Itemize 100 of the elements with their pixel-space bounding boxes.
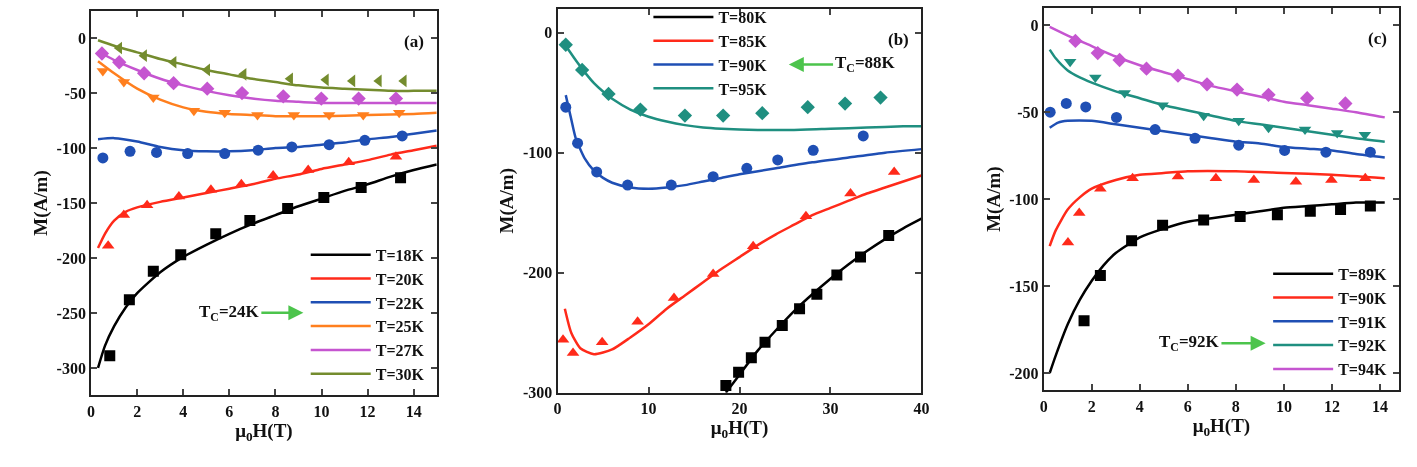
point: [574, 62, 590, 78]
point: [396, 130, 408, 142]
legend-label: T=20K: [375, 270, 425, 288]
line-series: [96, 144, 437, 250]
annotation: T$_{C}$=24K: [199, 302, 260, 324]
point: [1338, 96, 1353, 111]
point: [595, 336, 609, 346]
annotation: T$_{C}$=88K: [835, 53, 896, 75]
point: [342, 156, 356, 166]
x-tick-label: 14: [405, 402, 422, 420]
line-series: [564, 93, 922, 190]
legend-label: T=25K: [375, 318, 425, 336]
legend-label: T=30K: [375, 365, 425, 383]
point: [1094, 270, 1106, 282]
point: [282, 202, 294, 214]
point: [234, 85, 250, 101]
point: [1298, 126, 1312, 136]
point: [1279, 144, 1291, 156]
point: [746, 240, 760, 250]
point: [1364, 200, 1376, 212]
point: [741, 162, 753, 174]
line-series: [1048, 169, 1386, 248]
point: [622, 179, 634, 191]
point: [558, 37, 573, 52]
point: [276, 89, 291, 104]
point: [136, 66, 152, 81]
legend-label: T=22K: [375, 294, 425, 312]
point: [1335, 204, 1347, 216]
line-series: [96, 163, 437, 370]
point: [707, 171, 719, 183]
y-tick-label: 0: [544, 24, 553, 42]
x-tick-label: 30: [822, 399, 839, 417]
y-tick-label: -200: [56, 249, 86, 267]
y-tick-label: -200: [523, 264, 553, 282]
x-tick-label: 14: [1371, 397, 1388, 415]
point: [1229, 82, 1245, 97]
point: [234, 178, 248, 188]
point: [601, 86, 616, 102]
y-tick-label: -250: [56, 304, 86, 322]
annotation: (a): [404, 32, 424, 51]
point: [210, 228, 222, 240]
x-tick-label: 2: [1087, 397, 1096, 415]
point: [772, 154, 784, 166]
x-tick-label: 2: [133, 402, 142, 420]
point: [1068, 33, 1083, 49]
point: [591, 166, 603, 178]
point: [1189, 132, 1201, 144]
point: [286, 141, 298, 153]
point: [182, 148, 194, 160]
point: [1090, 45, 1105, 61]
x-tick-label: 12: [359, 402, 376, 420]
point: [123, 294, 135, 306]
point: [94, 46, 110, 61]
point: [1112, 52, 1127, 68]
point: [1060, 97, 1072, 109]
point: [1300, 91, 1315, 106]
point: [1197, 112, 1211, 122]
y-tick-label: -100: [1009, 190, 1039, 208]
annotation: (c): [1368, 29, 1387, 48]
point: [252, 144, 264, 156]
point: [831, 269, 843, 281]
point: [720, 379, 732, 391]
point: [346, 74, 356, 88]
point: [745, 352, 757, 364]
y-tick-label: -100: [523, 144, 553, 162]
x-tick-label: 10: [313, 402, 330, 420]
point: [97, 152, 109, 164]
point: [755, 105, 770, 121]
x-axis-title: μ$_{0}$H(T): [710, 416, 769, 441]
point: [166, 76, 181, 91]
legend-label: T=18K: [375, 246, 425, 264]
legend-label: T=92K: [1338, 337, 1387, 355]
x-tick-label: 12: [1323, 397, 1340, 415]
legend-label: T=27K: [375, 342, 425, 360]
point: [1199, 77, 1215, 92]
point: [1271, 209, 1283, 221]
y-tick-label: -150: [56, 194, 86, 212]
point: [572, 137, 584, 149]
legend-label: T=90K: [1338, 289, 1387, 307]
point: [799, 210, 813, 220]
y-axis-title: M(A/m): [496, 168, 519, 234]
point: [200, 81, 215, 96]
point: [800, 99, 815, 115]
legend-label: T=90K: [718, 56, 768, 74]
point: [837, 96, 853, 111]
point: [1139, 61, 1154, 76]
y-tick-label: -100: [56, 139, 86, 157]
x-tick-label: 40: [913, 399, 930, 417]
point: [172, 190, 186, 200]
point: [147, 265, 159, 277]
point: [759, 336, 771, 348]
line-series: [1048, 48, 1386, 143]
y-axis-title: M(A/m): [29, 170, 52, 236]
point: [244, 215, 256, 227]
point: [1261, 87, 1276, 102]
point: [883, 230, 895, 241]
x-tick-label: 4: [179, 402, 188, 420]
point: [665, 179, 677, 191]
point: [219, 148, 231, 160]
x-tick-label: 4: [1135, 397, 1144, 415]
